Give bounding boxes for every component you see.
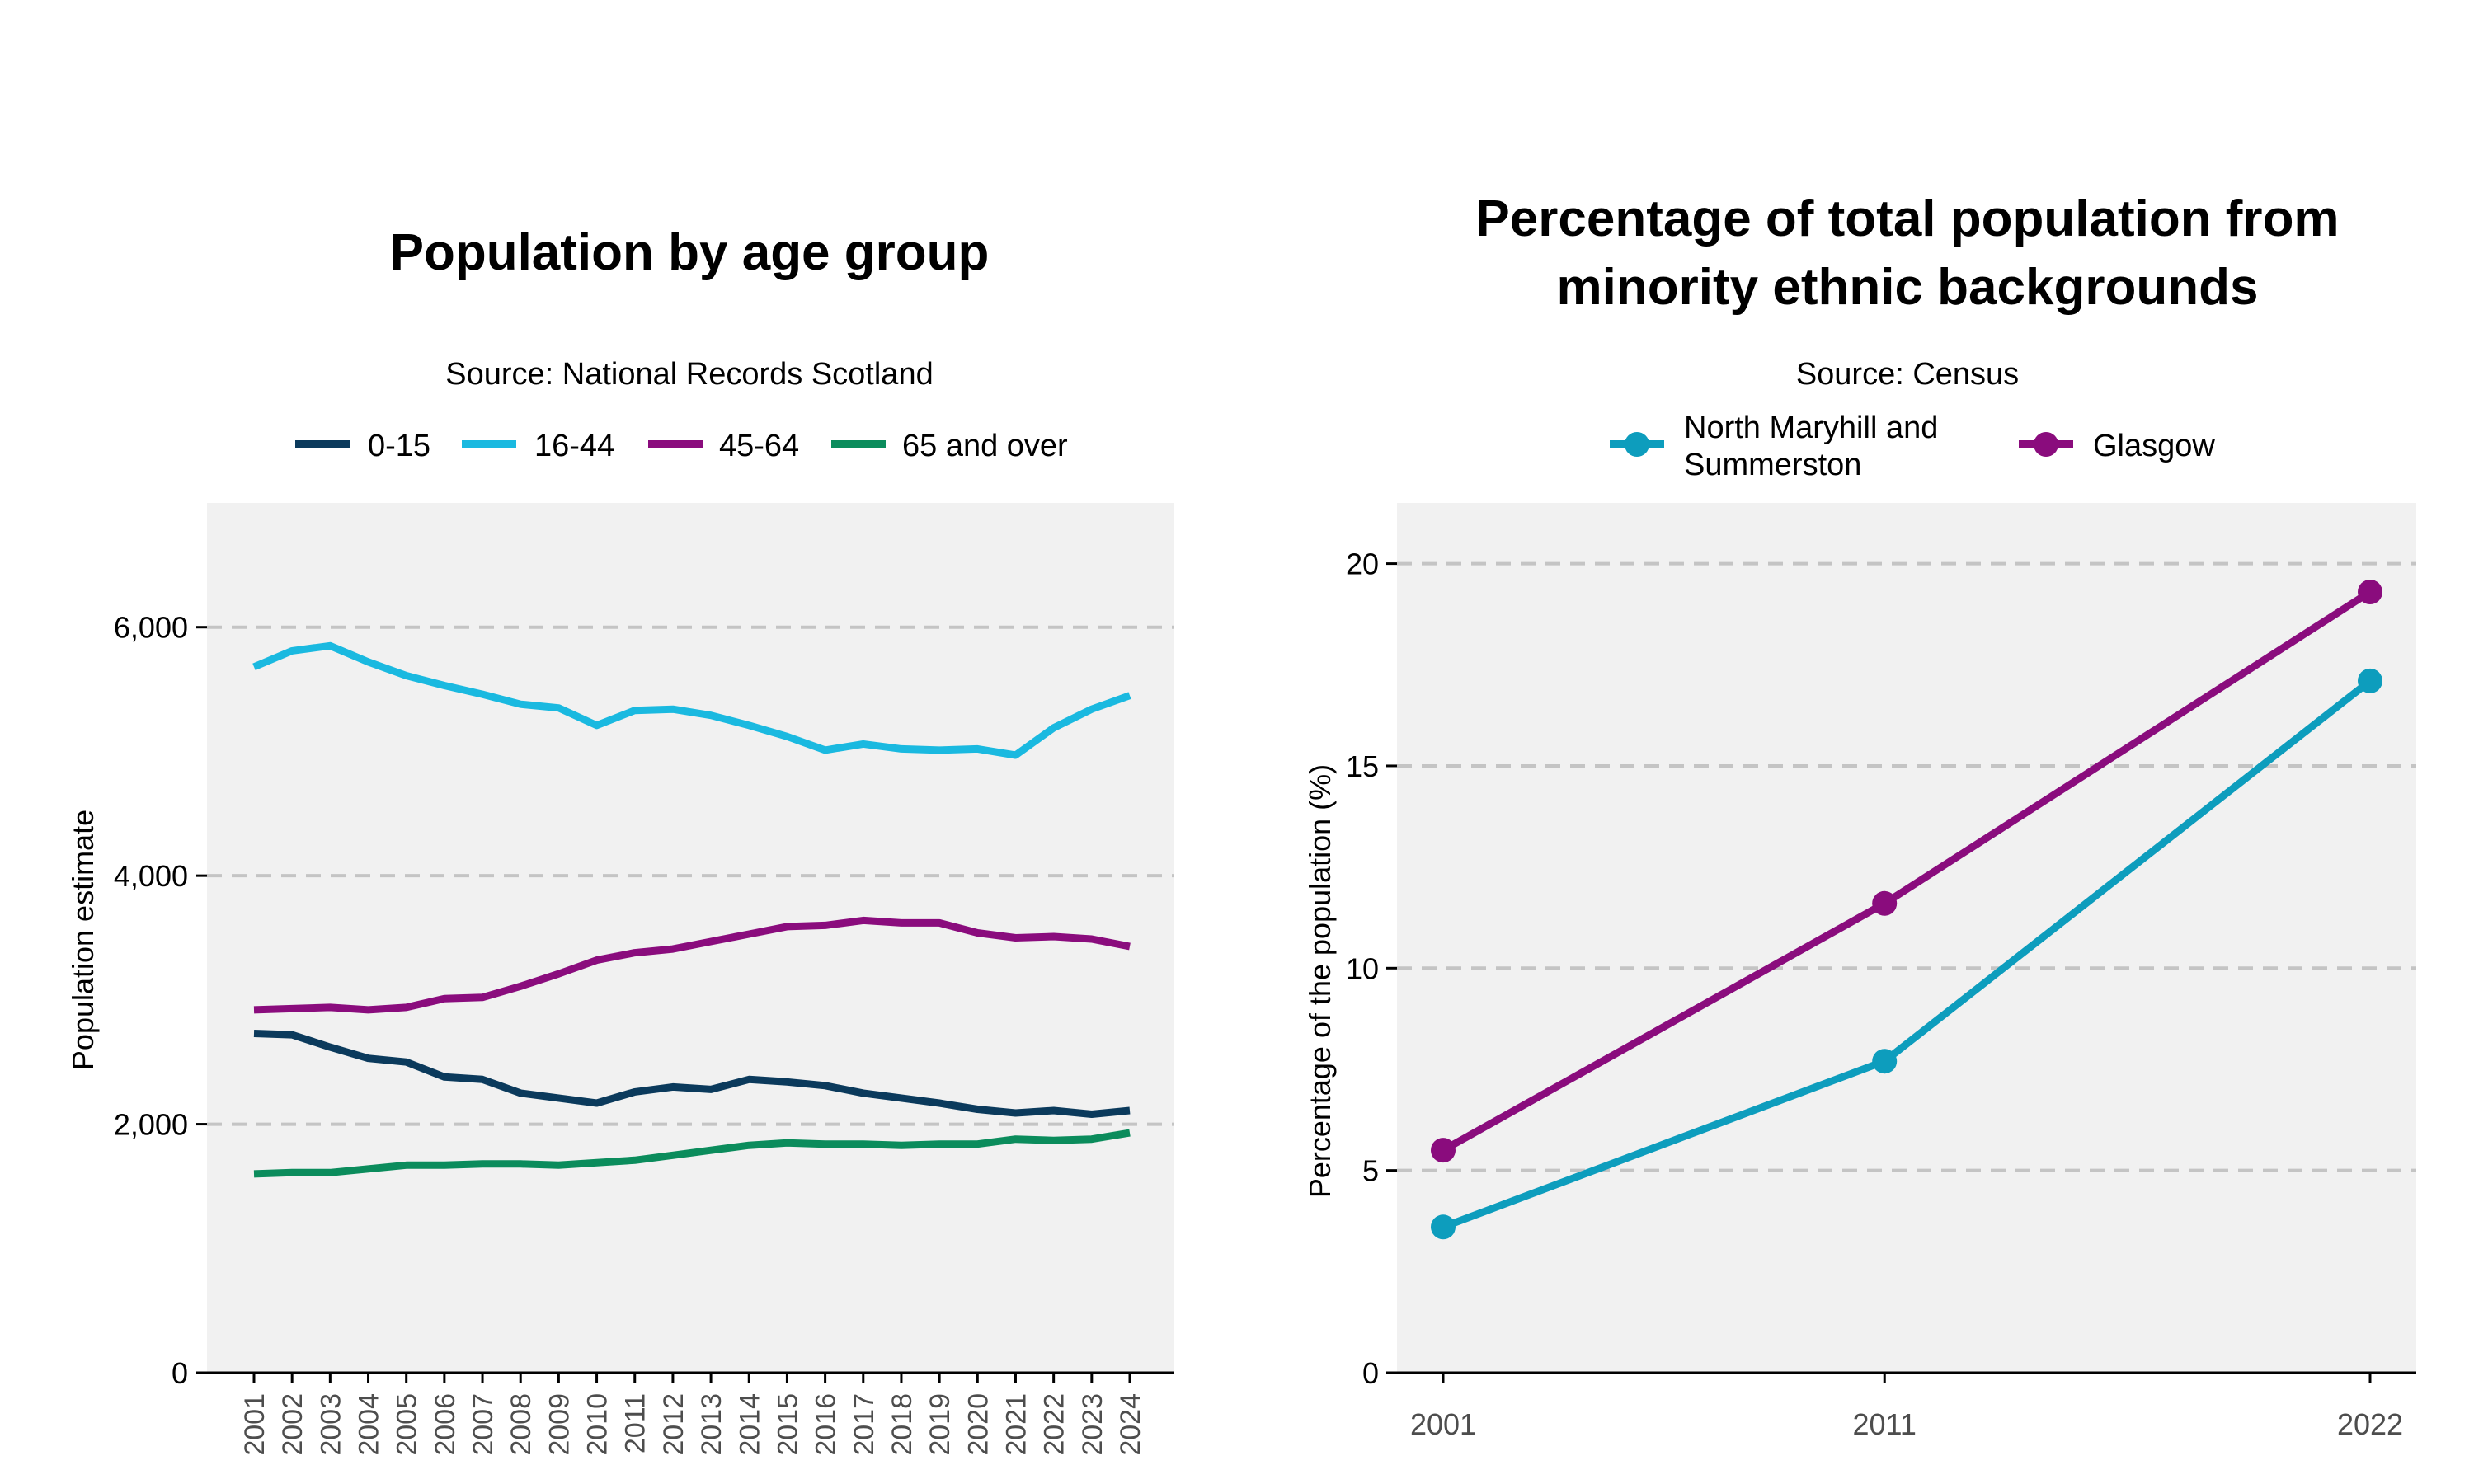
series-lines (252, 641, 1131, 1178)
chart-title: Population by age group (390, 224, 990, 281)
chart-minority-ethnic: Percentage of total population from mino… (1303, 190, 2416, 1441)
series-line-0-15 (253, 1030, 1131, 1118)
x-tick-label: 2001 (239, 1393, 270, 1456)
legend-label: 16-44 (534, 429, 614, 463)
legend-label-line-2: Summerston (1684, 448, 1861, 482)
y-tick-label: 15 (1346, 749, 1379, 783)
series-lines (1431, 580, 2382, 1240)
x-tick-label: 2023 (1077, 1393, 1108, 1456)
y-axis-label: Percentage of the population (%) (1303, 764, 1337, 1198)
x-tick-label: 2007 (468, 1393, 499, 1456)
data-point-north-maryhill-and-summerston (1431, 1214, 1456, 1240)
data-point-glasgow (2358, 580, 2382, 604)
legend-label: 0-15 (368, 429, 430, 463)
chart-subtitle: Source: National Records Scotland (445, 357, 933, 392)
chart-subtitle: Source: Census (1796, 357, 2019, 392)
x-axis: 2001 2002 2003 2004 2005 2006 2007 2008 2009 2010… (239, 1373, 1146, 1456)
chart-title-line-2: minority ethnic backgrounds (1557, 259, 2259, 316)
y-tick-label: 0 (172, 1356, 188, 1390)
x-tick-label: 2002 (277, 1393, 308, 1456)
data-point-north-maryhill-and-summerston (1872, 1049, 1898, 1074)
x-tick-label: 2013 (696, 1393, 727, 1456)
y-tick-label: 0 (1362, 1356, 1379, 1390)
x-tick-label: 2004 (354, 1393, 385, 1456)
legend-label: 45-64 (719, 429, 799, 463)
y-axis: 0 2,000 4,000 6,000 (114, 611, 207, 1390)
x-tick-label: 2009 (543, 1393, 575, 1456)
gridlines (207, 625, 1174, 1126)
legend-marker (2034, 432, 2058, 457)
series-line-45-64 (253, 916, 1131, 1014)
legend: 0-15 16-44 45-64 65 and over (295, 429, 1068, 463)
legend-label-line-1: North Maryhill and (1684, 411, 1938, 445)
y-axis-label: Population estimate (66, 810, 100, 1070)
y-axis: 0 5 10 15 20 (1346, 547, 1397, 1390)
x-tick-label: 2001 (1410, 1407, 1476, 1441)
x-tick-label: 2014 (734, 1393, 765, 1456)
x-tick-label: 2005 (392, 1393, 423, 1456)
y-tick-label: 10 (1346, 951, 1379, 985)
gridlines (1397, 561, 2416, 1172)
x-tick-label: 2021 (1000, 1393, 1032, 1456)
plot-panel (1397, 503, 2416, 1373)
x-tick-label: 2019 (924, 1393, 956, 1456)
x-tick-label: 2015 (772, 1393, 803, 1456)
legend-label: Glasgow (2093, 429, 2215, 463)
x-tick-label: 2003 (315, 1393, 346, 1456)
x-tick-label: 2022 (2337, 1407, 2403, 1441)
y-tick-label: 2,000 (114, 1108, 188, 1142)
x-tick-label: 2008 (506, 1393, 537, 1456)
x-tick-label: 2010 (582, 1393, 614, 1456)
y-tick-label: 6,000 (114, 611, 188, 645)
chart-population-by-age: Population by age group Source: National… (66, 224, 1174, 1456)
x-tick-label: 2012 (658, 1393, 689, 1456)
legend-label: 65 and over (902, 429, 1068, 463)
legend-marker (1625, 432, 1649, 457)
y-tick-label: 20 (1346, 547, 1379, 581)
x-tick-label: 2024 (1115, 1393, 1146, 1456)
x-tick-label: 2020 (962, 1393, 994, 1456)
x-tick-label: 2018 (887, 1393, 918, 1456)
x-tick-label: 2022 (1039, 1393, 1070, 1456)
x-tick-label: 2017 (849, 1393, 880, 1456)
y-tick-label: 5 (1362, 1154, 1379, 1188)
data-point-glasgow (1872, 890, 1898, 916)
x-tick-label: 2011 (620, 1393, 651, 1453)
series-line-65-and-over (253, 1129, 1131, 1178)
y-tick-label: 4,000 (114, 859, 188, 893)
x-tick-label: 2011 (1853, 1407, 1917, 1441)
x-axis: 2001 2011 2022 (1410, 1373, 2403, 1441)
x-tick-label: 2016 (811, 1393, 842, 1456)
chart-title-line-1: Percentage of total population from (1475, 190, 2339, 247)
series-line-16-44 (252, 641, 1131, 759)
x-tick-label: 2006 (430, 1393, 461, 1456)
data-point-glasgow (1431, 1138, 1456, 1163)
data-point-north-maryhill-and-summerston (2358, 668, 2382, 693)
